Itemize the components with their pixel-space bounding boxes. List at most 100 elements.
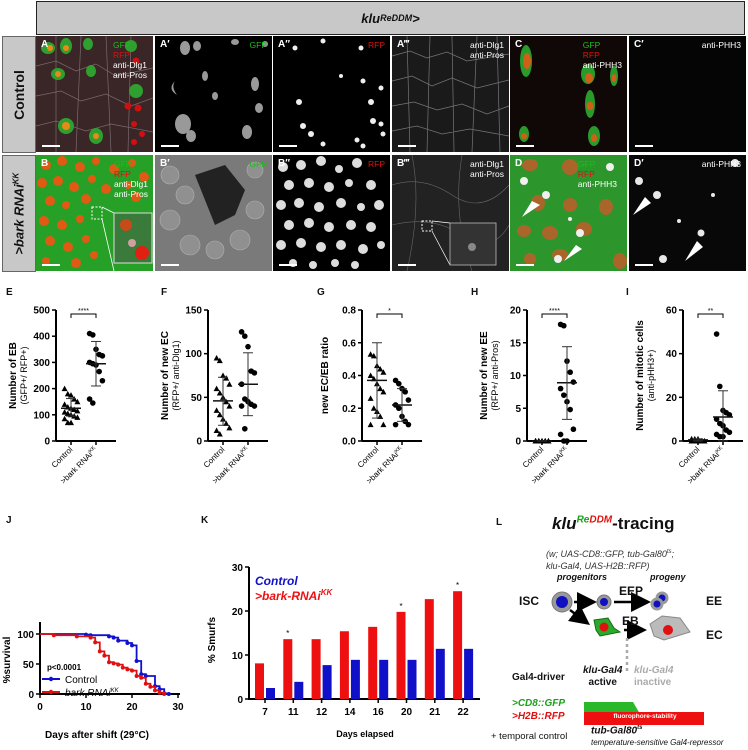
bar-rnai bbox=[340, 631, 349, 699]
scale-bar bbox=[516, 264, 534, 266]
panel-label: C′ bbox=[634, 39, 644, 50]
channel-legend: GFP RFP anti-Dlg1 anti-Pros bbox=[114, 159, 148, 199]
scale-bar bbox=[635, 264, 653, 266]
panel-label: D bbox=[515, 158, 522, 169]
svg-text:30: 30 bbox=[172, 702, 184, 713]
svg-text:0: 0 bbox=[28, 690, 34, 701]
bar-rnai bbox=[397, 612, 406, 699]
bar-control bbox=[266, 688, 275, 699]
svg-text:% Smurfs: % Smurfs bbox=[207, 617, 218, 664]
micrograph-A-double-prime: A″ RFP bbox=[273, 36, 390, 152]
svg-text:400: 400 bbox=[33, 332, 50, 343]
header-sup: ReDDM bbox=[380, 13, 412, 23]
micrograph-image bbox=[273, 36, 390, 152]
scatter-chart-E: 0100200300400500Control>bark RNAiKKNumbe… bbox=[8, 306, 116, 486]
svg-text:50: 50 bbox=[23, 660, 35, 671]
micrograph-C-prime: C′ anti-PHH3 bbox=[629, 36, 746, 152]
svg-text:20: 20 bbox=[401, 707, 413, 718]
svg-text:60: 60 bbox=[666, 306, 678, 317]
bar-control bbox=[436, 649, 445, 699]
label-ec: EC bbox=[706, 628, 723, 642]
smurf-bar-chart-K: 0102030% Smurfs711*12141620*2122*Days el… bbox=[195, 555, 495, 750]
panel-label: A bbox=[41, 39, 48, 50]
bar-control bbox=[408, 660, 417, 699]
label-cd8-gfp: >CD8::GFP bbox=[512, 698, 565, 709]
channel-rfp: RFP bbox=[578, 169, 617, 179]
micrograph-B-prime: B′ GFP bbox=[155, 155, 272, 271]
panel-label: B″ bbox=[278, 158, 290, 169]
svg-text:new EC/EB ratio: new EC/EB ratio bbox=[320, 337, 331, 414]
channel-legend: GFP RFP anti-PHH3 bbox=[578, 159, 617, 189]
bar-rnai bbox=[312, 639, 321, 699]
label-h2b-rfp: >H2B::RFP bbox=[512, 711, 565, 722]
svg-text:Control: Control bbox=[255, 574, 298, 588]
svg-text:**: ** bbox=[708, 308, 714, 315]
channel-legend: GFP bbox=[250, 159, 267, 169]
svg-text:10: 10 bbox=[232, 651, 244, 662]
scatter-chart-F: 050100150Control>bark RNAiKKNumber of ne… bbox=[160, 306, 268, 486]
channel-legend: anti-Dlg1 anti-Pros bbox=[470, 40, 504, 60]
channel-legend: anti-Dlg1 anti-Pros bbox=[470, 159, 504, 179]
header-prefix: klu bbox=[361, 11, 380, 26]
genotype-line-1: (w; UAS-CD8::GFP, tub-Gal80 bbox=[546, 549, 667, 559]
svg-text:15: 15 bbox=[510, 338, 522, 349]
micrograph-B-triple-prime: B‴ anti-Dlg1 anti-Pros bbox=[392, 155, 509, 271]
channel-rfp: RFP bbox=[114, 169, 148, 179]
klu-gal4-active-name: klu-Gal4 bbox=[583, 665, 622, 677]
svg-text:*: * bbox=[456, 581, 459, 590]
scale-bar bbox=[161, 145, 179, 147]
svg-text:100: 100 bbox=[185, 349, 202, 360]
panel-letter-G: G bbox=[317, 287, 325, 298]
svg-text:0.0: 0.0 bbox=[342, 437, 356, 448]
scale-bar bbox=[161, 264, 179, 266]
svg-text:300: 300 bbox=[33, 358, 50, 369]
micrograph-A: A GFP RFP anti-Dlg1 anti-Pros bbox=[36, 36, 153, 152]
svg-text:>bark-RNAiKK: >bark-RNAiKK bbox=[255, 588, 333, 603]
svg-text:11: 11 bbox=[288, 707, 299, 718]
svg-text:(RFP+/ anti-Pros): (RFP+/ anti-Pros) bbox=[490, 340, 500, 410]
label-klu-active: klu-Gal4 active bbox=[583, 665, 622, 689]
genotype-line-1-end: ; bbox=[672, 549, 675, 559]
scatter-chart-H: 05101520Control>bark RNAiKKNumber of new… bbox=[479, 306, 587, 486]
scale-bar bbox=[398, 264, 416, 266]
panel-label: A″ bbox=[278, 39, 290, 50]
svg-text:30: 30 bbox=[232, 563, 244, 574]
ee-cell-icon bbox=[654, 601, 661, 608]
scale-bar bbox=[279, 145, 297, 147]
label-eb: EB bbox=[622, 614, 639, 628]
svg-text:0: 0 bbox=[671, 437, 677, 448]
svg-text:0: 0 bbox=[44, 437, 50, 448]
micrograph-D-prime: D′ anti-PHH3 bbox=[629, 155, 746, 271]
channel-legend: anti-PHH3 bbox=[702, 40, 741, 50]
svg-text:*: * bbox=[399, 602, 402, 611]
svg-text:16: 16 bbox=[373, 707, 385, 718]
label-gal80-description: temperature-sensitive Gal4-repressor bbox=[591, 738, 724, 747]
klu-gal4-inactive-state: inactive bbox=[634, 677, 673, 689]
svg-text:%survival: %survival bbox=[2, 636, 13, 683]
label-gal4-driver: Gal4-driver bbox=[512, 672, 565, 683]
title-sup-re: Re bbox=[577, 514, 590, 525]
svg-text:0: 0 bbox=[196, 437, 202, 448]
title-suffix: -tracing bbox=[612, 514, 674, 533]
scatter-charts-E-to-I: 0100200300400500Control>bark RNAiKKNumbe… bbox=[0, 300, 748, 505]
micrograph-D: D GFP RFP anti-PHH3 bbox=[510, 155, 627, 271]
svg-text:Number of new EE: Number of new EE bbox=[479, 331, 490, 420]
channel-gfp: GFP bbox=[578, 159, 617, 169]
svg-text:500: 500 bbox=[33, 306, 50, 317]
genotype-header: kluReDDM> bbox=[36, 1, 745, 35]
micrograph-C: C GFP RFP anti-PHH3 bbox=[510, 36, 627, 152]
scale-bar bbox=[42, 145, 60, 147]
micrograph-B: B GFP RFP anti-Dlg1 anti-Pros bbox=[36, 155, 153, 271]
tub-gal80-sup: ts bbox=[637, 725, 642, 731]
channel-legend: RFP bbox=[368, 40, 385, 50]
panel-letter-J: J bbox=[6, 515, 12, 526]
svg-text:*: * bbox=[388, 308, 391, 315]
channel-gfp: GFP bbox=[113, 40, 147, 50]
panel-letter-F: F bbox=[161, 287, 167, 298]
svg-text:0.8: 0.8 bbox=[342, 306, 356, 317]
label-klu-inactive: klu-Gal4 inactive bbox=[634, 665, 673, 689]
svg-text:50: 50 bbox=[191, 393, 203, 404]
label-progenitors: progenitors bbox=[557, 572, 607, 582]
panel-label: C bbox=[515, 39, 522, 50]
channel-gfp: GFP bbox=[250, 40, 267, 50]
